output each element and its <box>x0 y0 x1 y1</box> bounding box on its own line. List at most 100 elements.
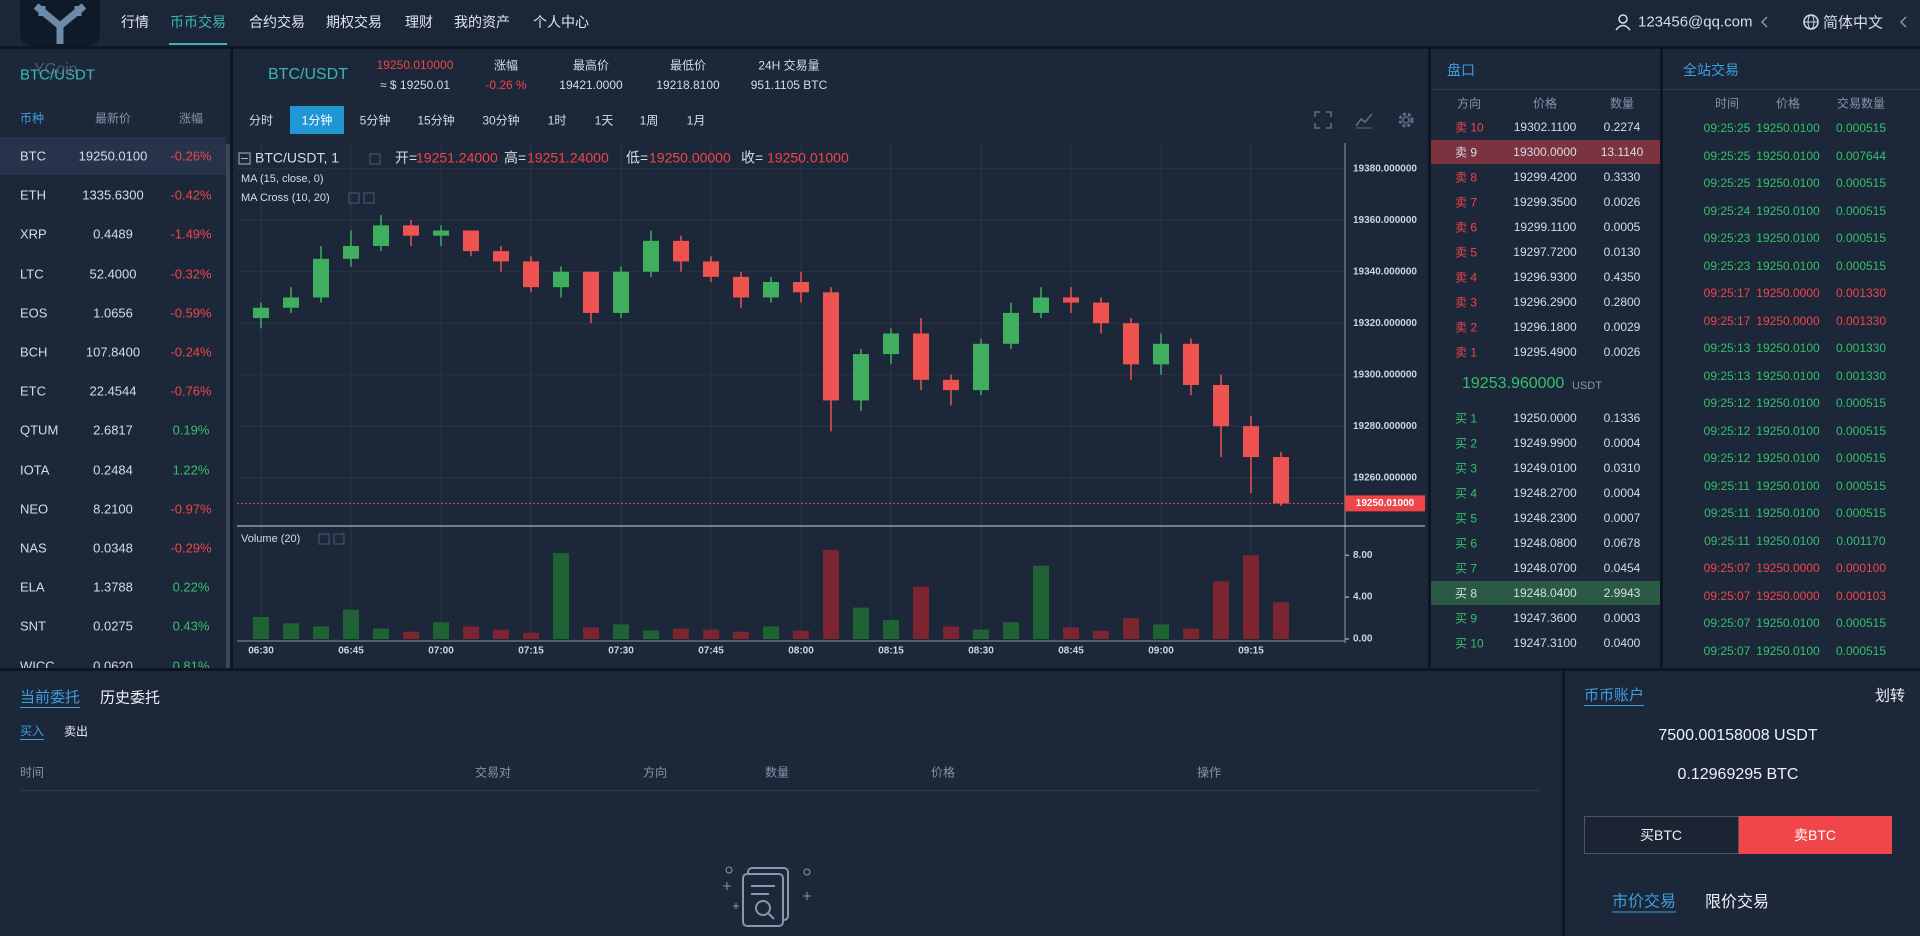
interval-button[interactable]: 分时 <box>248 113 274 128</box>
nav-item[interactable]: 币币交易 <box>170 14 226 30</box>
trade-time: 09:25:25 <box>1703 121 1751 135</box>
nav-item[interactable]: 个人中心 <box>533 14 589 30</box>
order-tab[interactable]: 当前委托 <box>20 686 81 708</box>
language[interactable]: 简体中文 <box>1823 14 1884 32</box>
amount: 0.4350 <box>1603 270 1641 284</box>
coin-name[interactable]: BCH <box>20 344 48 360</box>
balance: 7500.00158008 USDT <box>1658 727 1818 744</box>
x-tick-label: 08:45 <box>1058 646 1084 657</box>
change: 1.22% <box>172 462 210 478</box>
candle-body <box>1153 343 1169 365</box>
x-tick-label: 07:45 <box>698 646 724 657</box>
trade-amount: 0.000515 <box>1835 203 1887 218</box>
coin-name[interactable]: XRP <box>20 226 47 242</box>
side: 卖 5 <box>1455 245 1478 260</box>
trade-mode-tab[interactable]: 市价交易 <box>1612 888 1677 913</box>
coin-name[interactable]: ETC <box>20 383 46 399</box>
price: 19249.9900 <box>1513 436 1577 450</box>
coin-name[interactable]: IOTA <box>20 462 50 478</box>
interval-button[interactable]: 1周 <box>639 113 659 128</box>
candle-body <box>883 333 899 355</box>
trade-amount: 0.001330 <box>1835 313 1887 328</box>
interval-button[interactable]: 1月 <box>686 113 706 128</box>
column-header: 方向 <box>1456 96 1482 111</box>
amount: 0.0007 <box>1603 511 1641 525</box>
last-price-box <box>1345 495 1425 512</box>
interval-button[interactable]: 15分钟 <box>417 113 455 128</box>
transfer-button[interactable]: 划转 <box>1874 687 1905 705</box>
trade-time: 09:25:11 <box>1704 478 1750 493</box>
row-highlight <box>1431 581 1660 605</box>
column-header: 时间 <box>1714 96 1740 111</box>
stat-value: 19218.8100 <box>656 78 720 92</box>
volume-tick-label: 8.00 <box>1353 550 1373 561</box>
interval-button[interactable]: 30分钟 <box>482 113 520 128</box>
coin-name[interactable]: NEO <box>20 501 49 517</box>
candle-body <box>1063 297 1079 303</box>
trade-mode-tab[interactable]: 限价交易 <box>1705 894 1770 911</box>
price: 19249.0100 <box>1513 461 1577 475</box>
candle-body <box>733 276 749 298</box>
column-header: 数量 <box>1609 96 1635 111</box>
y-tick-label: 19260.000000 <box>1353 472 1417 483</box>
ohlc-value: 19251.24000 <box>416 150 498 166</box>
interval-button[interactable]: 1时 <box>547 113 567 128</box>
legend-icon <box>369 153 381 165</box>
y-tick-label: 19360.000000 <box>1353 215 1417 226</box>
nav-item[interactable]: 我的资产 <box>454 14 510 30</box>
fullscreen-icon[interactable] <box>1313 110 1333 130</box>
volume-bar <box>493 629 509 639</box>
x-tick-label: 06:30 <box>248 646 274 657</box>
coin-name[interactable]: WICC <box>20 658 55 668</box>
last-price: 0.4489 <box>93 226 133 242</box>
volume-bar <box>913 586 929 639</box>
coin-name[interactable]: LTC <box>20 266 44 282</box>
x-tick-label: 08:30 <box>968 646 994 657</box>
volume-bar <box>283 623 299 639</box>
settings-icon[interactable] <box>1396 110 1416 130</box>
indicator-icon[interactable] <box>1354 110 1374 130</box>
candle-body <box>1273 457 1289 504</box>
nav-item[interactable]: 理财 <box>405 14 433 30</box>
buy-button[interactable] <box>1584 816 1739 854</box>
sell-button[interactable] <box>1739 816 1892 854</box>
coin-name[interactable]: SNT <box>20 618 46 634</box>
y-tick-label: 19280.000000 <box>1353 421 1417 432</box>
volume-bar <box>523 632 539 639</box>
coin-name[interactable]: BTC <box>20 148 46 164</box>
last-price: 2.6817 <box>93 422 133 438</box>
user-email[interactable]: 123456@qq.com <box>1638 13 1753 31</box>
amount: 0.0310 <box>1603 461 1641 475</box>
side: 买 5 <box>1455 511 1478 526</box>
volume-bar <box>1153 624 1169 639</box>
trade-amount: 0.000515 <box>1835 478 1887 493</box>
stat-label: 24H 交易量 <box>758 58 820 73</box>
side-tab[interactable]: 买入 <box>20 724 45 740</box>
volume-bar <box>823 549 839 639</box>
coin-name[interactable]: NAS <box>20 540 47 556</box>
coin-name[interactable]: ELA <box>20 579 45 595</box>
account-title[interactable]: 币币账户 <box>1584 684 1645 706</box>
volume-bar <box>553 553 569 639</box>
order-tab[interactable]: 历史委托 <box>100 689 161 707</box>
nav-item[interactable]: 期权交易 <box>326 14 382 30</box>
coin-name[interactable]: QTUM <box>20 422 59 438</box>
nav-item[interactable]: 行情 <box>121 14 149 30</box>
coin-name[interactable]: ETH <box>20 187 46 203</box>
interval-button[interactable]: 5分钟 <box>359 113 391 128</box>
chart-panel: 06:30 06:45 07:00 07:15 07:30 07:45 08:00 08:15… <box>233 49 1428 668</box>
interval-button[interactable]: 1分钟 <box>301 113 333 128</box>
coin-name[interactable]: EOS <box>20 305 48 321</box>
trade-amount: 0.000515 <box>1835 176 1887 190</box>
column-header: 交易对 <box>474 765 512 780</box>
amount: 0.0004 <box>1603 436 1641 450</box>
nav-item[interactable]: 合约交易 <box>249 14 305 30</box>
trade-price: 19250.0100 <box>1756 176 1820 190</box>
amount: 13.1140 <box>1600 145 1644 159</box>
last-price: 22.4544 <box>89 383 137 399</box>
last-price: 1.3788 <box>93 579 133 595</box>
side-tab[interactable]: 卖出 <box>64 724 89 739</box>
side: 买 7 <box>1455 561 1478 576</box>
ohlc-value: 19250.00000 <box>649 150 731 166</box>
interval-button[interactable]: 1天 <box>594 113 614 128</box>
